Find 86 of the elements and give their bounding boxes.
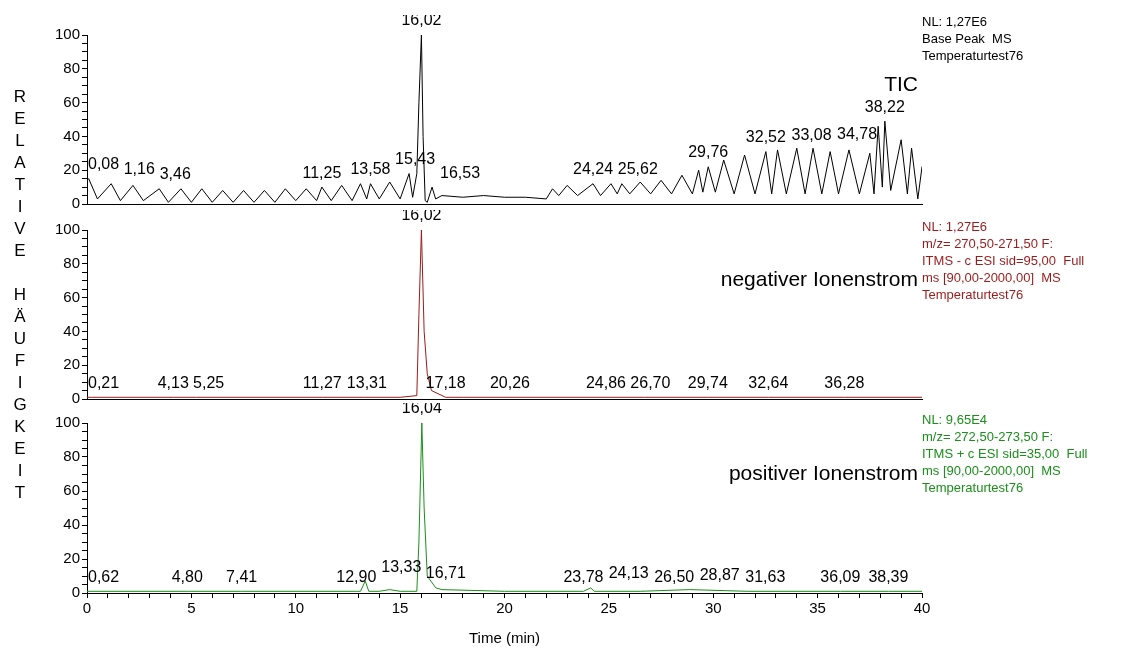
annotation: 4,80 bbox=[171, 567, 203, 585]
y-tick-label: 0 bbox=[71, 583, 80, 601]
y-tick-label: 40 bbox=[63, 321, 80, 339]
annotation: 23,78 bbox=[563, 567, 604, 585]
annotation: 11,25 bbox=[302, 163, 342, 181]
annotation: Temperaturtest76 bbox=[922, 479, 1025, 496]
annotation: 24,86 bbox=[585, 373, 627, 391]
y-tick-label: 100 bbox=[54, 25, 80, 43]
x-tick-label: 15 bbox=[391, 599, 409, 617]
annotation: ITMS - c ESI sid=95,00 Full bbox=[922, 252, 1085, 269]
y-tick-label: 20 bbox=[63, 549, 80, 567]
annotation: 38,22 bbox=[864, 97, 905, 115]
annotation: Temperaturtest76 bbox=[922, 286, 1025, 303]
annotation: 13,33 bbox=[381, 557, 422, 575]
y-tick-label: 60 bbox=[63, 287, 80, 305]
x-tick-label: 0 bbox=[82, 599, 92, 617]
annotation: 0,21 bbox=[88, 373, 120, 391]
x-tick-label: 5 bbox=[187, 599, 196, 617]
annotation: 28,87 bbox=[699, 566, 740, 584]
y-tick-label: 100 bbox=[54, 220, 80, 238]
text: TIC bbox=[884, 72, 918, 96]
annotation: 13,31 bbox=[346, 373, 387, 391]
y-tick-label: 0 bbox=[71, 194, 80, 212]
y-tick-label: 20 bbox=[63, 355, 80, 373]
annotation: 5,25 bbox=[193, 373, 225, 391]
text: positiver Ionenstrom bbox=[728, 460, 918, 484]
y-tick-label: 20 bbox=[63, 160, 80, 178]
annotation: 36,09 bbox=[820, 567, 861, 585]
annotation: m/z= 270,50-271,50 F: bbox=[922, 235, 1055, 252]
annotation: ms [90,00-2000,00] MS bbox=[922, 462, 1062, 479]
annotation: 31,63 bbox=[745, 567, 786, 585]
y-tick-label: 0 bbox=[71, 389, 80, 407]
annotation: 29,76 bbox=[688, 143, 729, 161]
x-tick-label: 10 bbox=[287, 599, 305, 617]
annotation: 11,27 bbox=[302, 373, 342, 391]
x-tick-label: 40 bbox=[913, 599, 931, 617]
x-tick-label: 25 bbox=[600, 599, 618, 617]
annotation: 26,70 bbox=[630, 373, 671, 391]
text: RELATIVE HÄUFIGKEIT bbox=[13, 87, 27, 502]
y-tick-label: 60 bbox=[63, 481, 80, 499]
annotation: Temperaturtest76 bbox=[922, 47, 1024, 64]
annotation: 13,58 bbox=[350, 160, 391, 178]
y-tick-label: 80 bbox=[63, 253, 80, 271]
annotation: 16,71 bbox=[425, 564, 466, 582]
annotation: 16,53 bbox=[440, 163, 481, 181]
annotation: Base Peak MS bbox=[922, 30, 1013, 47]
x-axis-title: Time (min) bbox=[468, 629, 541, 647]
annotation: m/z= 272,50-273,50 F: bbox=[922, 428, 1055, 445]
y-tick-label: 80 bbox=[63, 447, 80, 465]
annotation: NL: 9,65E4 bbox=[922, 411, 989, 428]
annotation: 25,62 bbox=[617, 160, 658, 178]
annotation: 7,41 bbox=[226, 567, 258, 585]
annotation: 24,13 bbox=[608, 564, 649, 582]
annotation: 1,16 bbox=[123, 160, 155, 178]
annotation: 12,90 bbox=[336, 567, 377, 585]
x-tick-label: 30 bbox=[704, 599, 722, 617]
text: NL: 1,27E6 bbox=[922, 13, 989, 30]
annotation: 38,39 bbox=[868, 567, 909, 585]
annotation: 3,46 bbox=[159, 165, 191, 183]
text: negativer Ionenstrom bbox=[720, 267, 918, 291]
annotation: 36,28 bbox=[824, 373, 865, 391]
annotation: 29,74 bbox=[687, 373, 728, 391]
y-tick-label: 40 bbox=[63, 126, 80, 144]
annotation: 33,08 bbox=[791, 126, 832, 144]
annotation: 34,78 bbox=[837, 124, 878, 142]
annotation: 4,13 bbox=[157, 373, 189, 391]
y-tick-label: 80 bbox=[63, 58, 80, 76]
annotation: 32,64 bbox=[748, 373, 789, 391]
x-tick-label: 35 bbox=[809, 599, 826, 617]
annotation: 16,04 bbox=[401, 399, 442, 417]
annotation: NL: 1,27E6 bbox=[922, 218, 989, 235]
x-tick-label: 20 bbox=[496, 599, 513, 617]
y-tick-label: 100 bbox=[54, 413, 80, 431]
annotation: 26,50 bbox=[654, 567, 695, 585]
annotation: 16,02 bbox=[401, 206, 442, 224]
annotation: 20,26 bbox=[489, 373, 531, 391]
annotation: 17,18 bbox=[425, 373, 466, 391]
annotation: ITMS + c ESI sid=35,00 Full bbox=[922, 445, 1088, 462]
annotation: 0,62 bbox=[88, 567, 120, 585]
annotation: ms [90,00-2000,00] MS bbox=[922, 269, 1062, 286]
y-tick-label: 40 bbox=[63, 515, 80, 533]
annotation: 24,24 bbox=[572, 160, 614, 178]
y-tick-label: 60 bbox=[63, 92, 80, 110]
annotation: 32,52 bbox=[745, 128, 786, 146]
annotation: 16,02 bbox=[401, 11, 442, 29]
annotation: 0,08 bbox=[88, 155, 120, 173]
